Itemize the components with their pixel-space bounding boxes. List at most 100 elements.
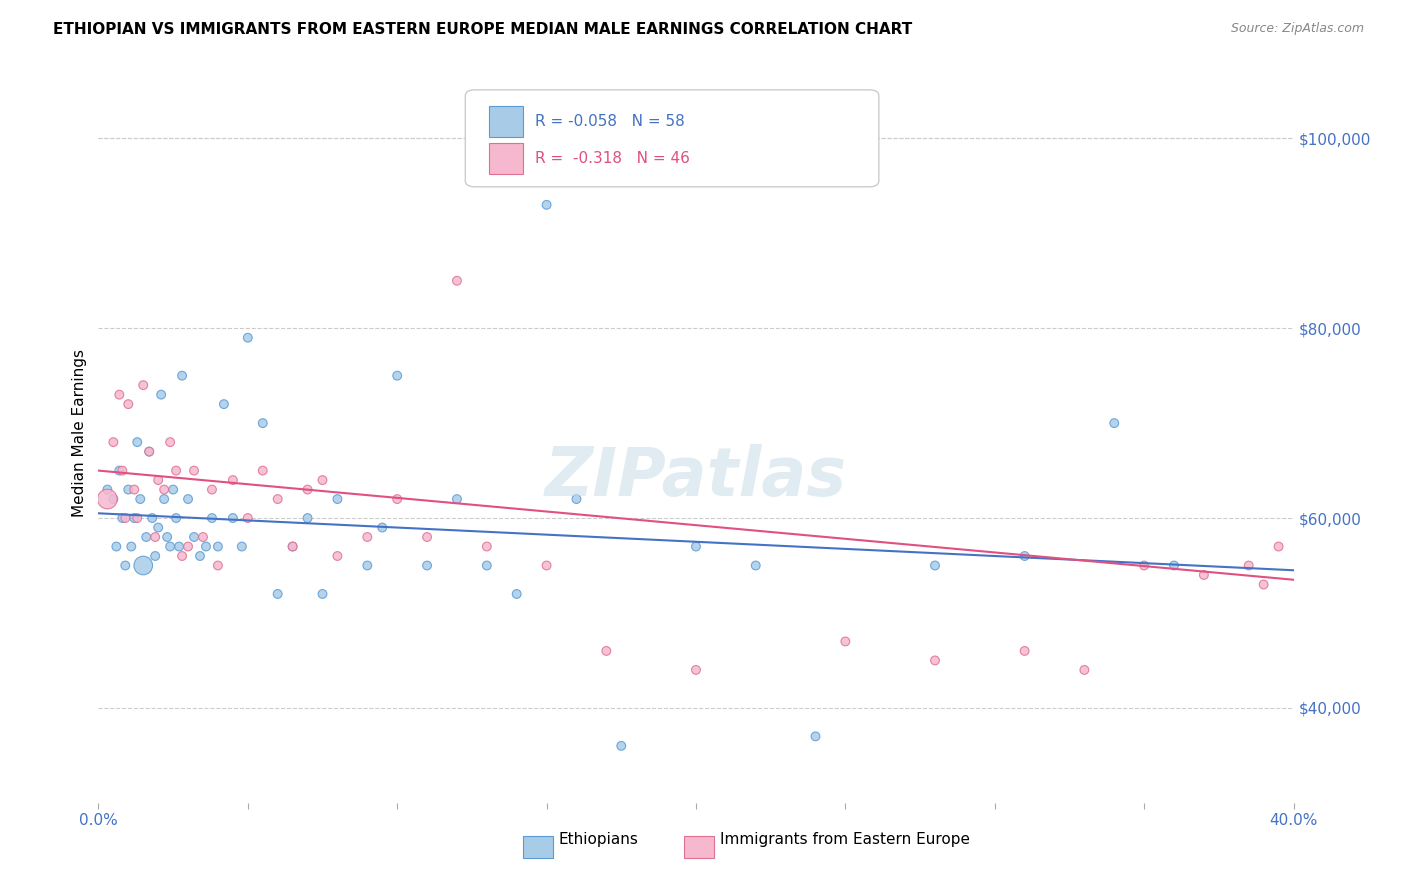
Point <box>1192 568 1215 582</box>
Point <box>297 483 319 497</box>
Point <box>159 540 181 554</box>
Text: R = -0.058   N = 58: R = -0.058 N = 58 <box>534 114 685 129</box>
Point <box>96 483 118 497</box>
Point <box>165 511 187 525</box>
FancyBboxPatch shape <box>685 836 714 858</box>
Point <box>138 444 160 458</box>
Point <box>1267 540 1289 554</box>
Point <box>124 483 146 497</box>
Text: Immigrants from Eastern Europe: Immigrants from Eastern Europe <box>720 832 970 847</box>
Point <box>416 558 439 573</box>
Point <box>167 540 190 554</box>
Point <box>1163 558 1185 573</box>
Text: ZIPatlas: ZIPatlas <box>546 444 846 510</box>
FancyBboxPatch shape <box>489 106 523 137</box>
FancyBboxPatch shape <box>465 90 879 186</box>
Point <box>326 491 349 506</box>
Point <box>117 397 139 411</box>
Point <box>105 540 128 554</box>
Point <box>536 558 558 573</box>
Point <box>103 435 125 450</box>
FancyBboxPatch shape <box>523 836 553 858</box>
Point <box>252 416 274 430</box>
Point <box>231 540 253 554</box>
Point <box>745 558 768 573</box>
Point <box>924 558 946 573</box>
Point <box>356 558 378 573</box>
Point <box>129 491 152 506</box>
Point <box>475 558 498 573</box>
Point <box>446 274 468 288</box>
Point <box>183 464 205 478</box>
Text: Source: ZipAtlas.com: Source: ZipAtlas.com <box>1230 22 1364 36</box>
Point <box>141 511 163 525</box>
Point <box>446 491 468 506</box>
Point <box>114 558 136 573</box>
Point <box>132 378 155 392</box>
Point <box>148 520 170 534</box>
Text: Ethiopians: Ethiopians <box>558 832 638 847</box>
Point <box>222 473 245 487</box>
Point <box>685 663 707 677</box>
Point <box>222 511 245 525</box>
Point <box>207 558 229 573</box>
Point <box>385 491 409 506</box>
Point <box>96 491 118 506</box>
Point <box>132 558 155 573</box>
Point <box>195 540 218 554</box>
Point <box>201 511 224 525</box>
Point <box>1104 416 1126 430</box>
Point <box>297 511 319 525</box>
Point <box>153 483 176 497</box>
Point <box>311 587 333 601</box>
Point <box>416 530 439 544</box>
Point <box>111 511 134 525</box>
Point <box>804 730 827 744</box>
Point <box>153 491 176 506</box>
Point <box>1014 549 1036 563</box>
Point <box>267 587 290 601</box>
Point <box>177 491 200 506</box>
Point <box>177 540 200 554</box>
Point <box>1014 644 1036 658</box>
Point <box>385 368 409 383</box>
Point <box>924 653 946 667</box>
Point <box>267 491 290 506</box>
Point <box>236 331 259 345</box>
Point <box>159 435 181 450</box>
Point <box>1253 577 1275 591</box>
Point <box>135 530 157 544</box>
Point <box>108 387 131 401</box>
Point <box>326 549 349 563</box>
Point <box>311 473 333 487</box>
Point <box>281 540 304 554</box>
Point <box>685 540 707 554</box>
Point <box>108 464 131 478</box>
FancyBboxPatch shape <box>489 143 523 174</box>
Point <box>201 483 224 497</box>
Point <box>162 483 184 497</box>
Point <box>610 739 633 753</box>
Point <box>191 530 214 544</box>
Point <box>1133 558 1156 573</box>
Text: R =  -0.318   N = 46: R = -0.318 N = 46 <box>534 151 689 166</box>
Point <box>148 473 170 487</box>
Point <box>281 540 304 554</box>
Point <box>156 530 179 544</box>
Point <box>371 520 394 534</box>
Point <box>172 549 194 563</box>
Point <box>212 397 235 411</box>
Point <box>150 387 173 401</box>
Point <box>183 530 205 544</box>
Point <box>595 644 617 658</box>
Point <box>120 540 142 554</box>
Y-axis label: Median Male Earnings: Median Male Earnings <box>72 349 87 516</box>
Point <box>506 587 529 601</box>
Point <box>536 198 558 212</box>
Point <box>188 549 211 563</box>
Point <box>207 540 229 554</box>
Point <box>143 530 166 544</box>
Point <box>124 511 146 525</box>
Point <box>1073 663 1095 677</box>
Point <box>143 549 166 563</box>
